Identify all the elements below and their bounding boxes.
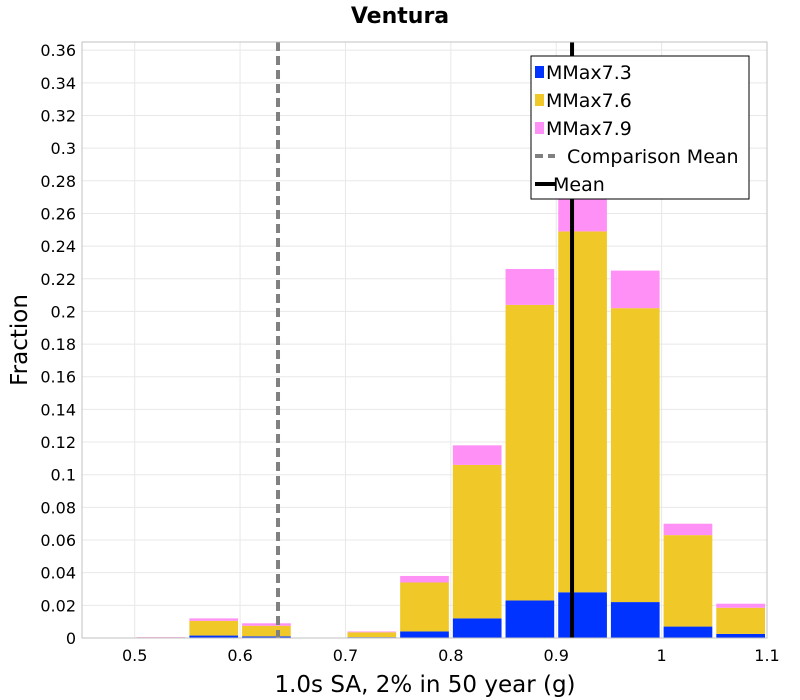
bar-mmax7-3 [452, 618, 502, 638]
grid-layer [82, 42, 768, 639]
legend-swatch [535, 122, 544, 134]
y-tick-label: 0.1 [51, 466, 76, 485]
x-axis-label: 1.0s SA, 2% in 50 year (g) [274, 672, 575, 698]
y-tick-label: 0.12 [40, 433, 76, 452]
bar-mmax7-9 [400, 575, 449, 583]
y-tick-label: 0.24 [40, 237, 76, 256]
bar-mmax7-3 [242, 636, 291, 638]
bar-mmax7-6 [505, 304, 555, 601]
x-tick-label: 0.5 [122, 646, 147, 665]
x-tick-label: 1 [657, 646, 667, 665]
bar-mmax7-3 [400, 631, 449, 638]
plot-frame [81, 41, 768, 639]
bar-mmax7-9 [505, 268, 555, 305]
bar-mmax7-6 [663, 535, 713, 627]
legend-swatch [535, 94, 544, 106]
bar-mmax7-6 [716, 607, 765, 634]
bar-mmax7-9 [610, 270, 660, 309]
bar-mmax7-6 [610, 308, 660, 603]
y-tick-label: 0.3 [51, 139, 76, 158]
bar-mmax7-9 [663, 523, 713, 536]
y-tick-label: 0.08 [40, 498, 76, 517]
y-tick-label: 0.26 [40, 204, 76, 223]
y-tick-label: 0.14 [40, 400, 76, 419]
y-tick-label: 0.28 [40, 172, 76, 191]
bar-mmax7-3 [663, 626, 713, 638]
y-tick-label: 0.22 [40, 270, 76, 289]
x-axis-ticks: 0.5 0.6 0.7 0.8 0.9 1 1.1 [122, 646, 780, 665]
legend-label: MMax7.6 [546, 90, 632, 112]
y-axis-ticks: 0 0.02 0.04 0.06 0.08 0.1 0.12 0.14 0.16 0.18 0.2 0… [40, 41, 76, 648]
bar-mmax7-3 [189, 635, 239, 638]
bar-mmax7-3 [558, 592, 607, 638]
y-tick-label: 0.06 [40, 531, 76, 550]
x-tick-label: 0.8 [438, 646, 463, 665]
legend-label: Comparison Mean [567, 146, 739, 168]
y-tick-label: 0.36 [40, 41, 76, 60]
bar-mmax7-6 [558, 231, 607, 593]
y-tick-label: 0.02 [40, 596, 76, 615]
bar-mmax7-9 [452, 445, 502, 465]
bar-mmax7-9 [189, 618, 239, 621]
y-tick-label: 0 [66, 629, 76, 648]
y-tick-label: 0.16 [40, 368, 76, 387]
legend-label: MMax7.9 [546, 118, 632, 140]
y-tick-label: 0.32 [40, 106, 76, 125]
x-tick-label: 0.6 [227, 646, 252, 665]
y-tick-label: 0.34 [40, 74, 76, 93]
x-tick-label: 0.7 [333, 646, 358, 665]
bar-mmax7-9 [242, 623, 291, 626]
bar-mmax7-6 [347, 632, 397, 638]
bar-mmax7-6 [242, 625, 291, 637]
chart-title: Ventura [351, 4, 449, 29]
legend-box [530, 55, 750, 200]
y-tick-label: 0.2 [51, 302, 76, 321]
legend-label: MMax7.3 [546, 62, 632, 84]
bar-mmax7-6 [400, 582, 449, 632]
legend-label: Mean [553, 174, 605, 196]
bar-mmax7-9 [347, 631, 397, 633]
bar-mmax7-9 [716, 603, 765, 608]
y-tick-label: 0.18 [40, 335, 76, 354]
bar-mmax7-3 [610, 602, 660, 638]
bar-mmax7-3 [716, 633, 765, 638]
bars-layer [136, 185, 765, 638]
y-axis-label: Fraction [7, 294, 33, 386]
x-tick-label: 0.9 [544, 646, 569, 665]
x-tick-label: 1.1 [754, 646, 779, 665]
bar-mmax7-6 [189, 620, 239, 636]
bar-mmax7-3 [505, 600, 555, 638]
legend: MMax7.3 MMax7.6 MMax7.9 Comparison Mean Mean [530, 55, 750, 200]
y-tick-label: 0.04 [40, 564, 76, 583]
legend-swatch [535, 66, 544, 78]
bar-mmax7-6 [452, 464, 502, 619]
